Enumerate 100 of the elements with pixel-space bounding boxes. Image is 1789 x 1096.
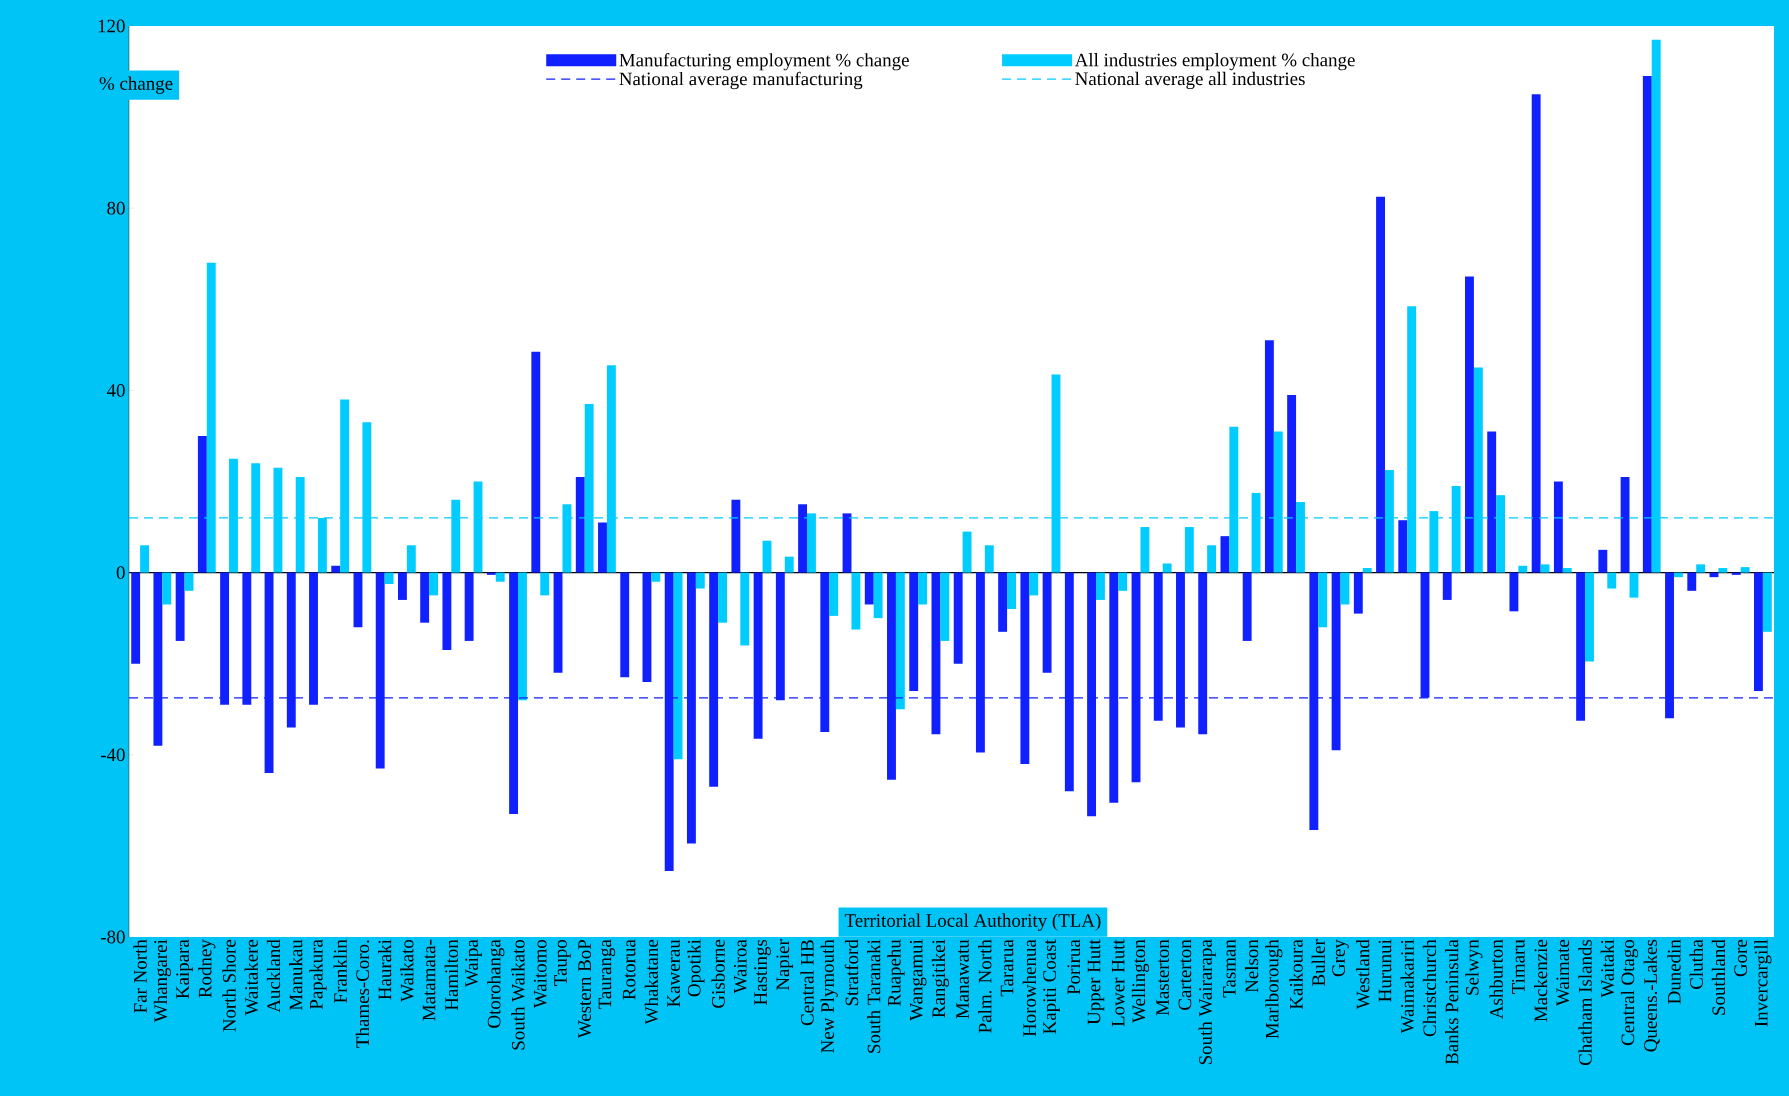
bar (140, 545, 150, 573)
bar (1376, 196, 1385, 573)
bar (1598, 549, 1608, 573)
bar (620, 572, 630, 678)
x-tick-label: Porirua (1067, 939, 1081, 995)
x-tick-label: Nelson (1244, 939, 1259, 993)
x-tick-label: Tararua (1000, 939, 1014, 997)
x-tick-label: Hamilton (444, 939, 458, 1011)
bar (731, 499, 741, 573)
x-tick-label: Hurunui (1378, 939, 1392, 1002)
legend-label: National average manufacturing (619, 71, 863, 90)
x-tick-label: Rangitikei (931, 939, 949, 1018)
x-tick-label: Ruapehu (887, 939, 905, 1006)
x-tick-label: Wellington (1131, 939, 1150, 1023)
bar (1118, 572, 1128, 591)
bar (1353, 572, 1363, 614)
x-tick-label: Invercargill (1754, 939, 1772, 1027)
bar (175, 572, 185, 641)
x-tick-label: Rodney (198, 939, 216, 998)
bar (798, 504, 808, 573)
x-tick-label: Waitakere (244, 939, 258, 1016)
x-tick-label: Napier (776, 939, 794, 991)
bar (1642, 76, 1652, 573)
x-tick-label: Banks Peninsula (1445, 939, 1459, 1065)
x-tick-label: Waikato (400, 939, 414, 1002)
x-tick-label: Masterton (1156, 939, 1169, 1016)
y-axis-title: % change (99, 76, 173, 94)
bar (553, 572, 563, 673)
x-tick-label: South Wairarapa (1198, 939, 1216, 1065)
bar (540, 572, 550, 596)
bar (131, 572, 141, 664)
bar (1509, 572, 1519, 612)
bar (953, 572, 963, 664)
legend-label: Manufacturing employment % change (619, 52, 909, 71)
x-tick-label: Clutha (1689, 939, 1703, 989)
bar (384, 572, 394, 584)
bar (1096, 572, 1105, 600)
bar (442, 572, 452, 651)
bar (1629, 572, 1639, 598)
x-tick-label: Central Otago (1620, 939, 1639, 1046)
x-tick-label: Whangarei (153, 939, 171, 1023)
bar (1007, 572, 1016, 610)
bar (1673, 572, 1683, 578)
bar (1162, 563, 1172, 573)
bar (1531, 94, 1541, 573)
bar (829, 572, 839, 616)
bar (695, 572, 705, 589)
x-tick-label: Thames-Coro. (355, 940, 370, 1048)
x-tick-label: Wangamui (909, 939, 927, 1021)
bar (851, 572, 861, 630)
x-tick-label: Gisborne (711, 939, 725, 1008)
x-tick-label: Waitaki (1600, 939, 1614, 998)
bar (718, 572, 727, 623)
bar (1540, 564, 1550, 573)
bar (1607, 572, 1617, 589)
bar (895, 572, 905, 710)
bar (1696, 564, 1706, 573)
bar (1140, 527, 1150, 573)
x-tick-label: Waipa (465, 939, 482, 988)
x-tick-label: Selwyn (1465, 939, 1483, 995)
x-tick-label: Opotiki (687, 939, 705, 997)
x-tick-label: Mackenzie (1533, 939, 1548, 1022)
x-tick-label: Westland (1356, 939, 1370, 1010)
bar (918, 572, 928, 605)
bar (162, 572, 172, 605)
bar (1585, 572, 1594, 662)
x-tick-label: Lower Hutt (1111, 939, 1125, 1027)
x-tick-label: Papakura (309, 939, 327, 1010)
y-tick-label: -40 (100, 748, 125, 762)
y-tick-label: 40 (106, 384, 125, 397)
bar (429, 572, 438, 596)
x-tick-label: Whakatane (644, 939, 659, 1025)
bar (1318, 572, 1328, 628)
x-tick-label: Tasman (1223, 939, 1236, 998)
bar (998, 572, 1008, 632)
bar (531, 351, 541, 573)
x-tick-label: Central HB (800, 940, 814, 1026)
bar (784, 556, 794, 573)
x-tick-label: South Taranaki (867, 939, 881, 1053)
x-tick-label: Chatham Islands (1578, 939, 1592, 1066)
bar (1184, 527, 1194, 573)
bar (1465, 276, 1474, 573)
bar (1718, 568, 1728, 573)
x-tick-label: Rotorua (622, 939, 636, 1000)
legend-label: All industries employment % change (1074, 53, 1355, 71)
legend-label: National average all industries (1075, 71, 1305, 90)
x-tick-label: Franklin (333, 939, 347, 1003)
x-tick-label: Manawatu (956, 939, 969, 1019)
bar (1620, 476, 1630, 573)
bar (909, 572, 919, 692)
bar (598, 522, 607, 573)
bar (962, 531, 972, 573)
x-tick-label: Waitomo (533, 939, 547, 1009)
y-tick-label: 120 (98, 19, 125, 33)
x-tick-label: Kawerau (667, 939, 680, 1007)
bar (873, 572, 883, 619)
x-tick-label: South Waikato (511, 939, 525, 1050)
bar (1220, 536, 1230, 573)
bar (406, 545, 416, 573)
x-tick-label: Christchurch (1422, 939, 1437, 1037)
